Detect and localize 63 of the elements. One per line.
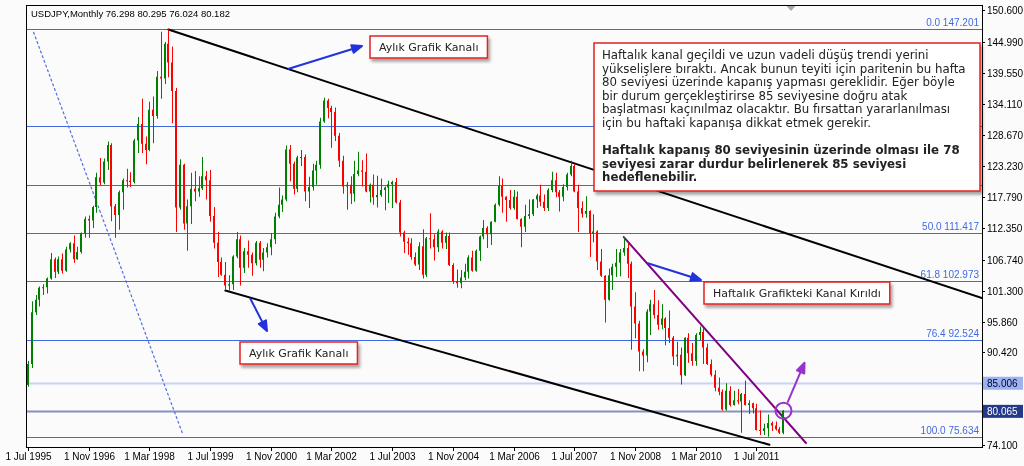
annotation: Aylık Grafik Kanalı (249, 347, 349, 360)
candlestick (699, 326, 701, 341)
y-tick-label: 144.990 (987, 36, 1024, 48)
candlestick (585, 196, 587, 218)
x-tick-label: 1 Jul 1999 (187, 451, 235, 462)
candlestick (247, 240, 249, 268)
x-tick-label: 1 Jul 2007 (551, 451, 599, 462)
candlestick (391, 180, 393, 209)
candlestick (528, 199, 530, 219)
candlestick (88, 215, 90, 238)
y-tick-label: 123.230 (987, 160, 1024, 172)
y-tick-label: 112.350 (987, 222, 1023, 234)
candlestick (376, 175, 378, 208)
x-tick-label: 1 Nov 2000 (245, 451, 298, 462)
candlestick (129, 172, 131, 188)
y-tick-label: 150.600 (987, 4, 1024, 16)
y-tick-label: 139.550 (987, 67, 1024, 79)
y-tick-label: 90.420 (987, 346, 1019, 358)
x-tick-label: 1 Nov 2008 (609, 451, 662, 462)
ref-line-label: 61.8 102.973 (920, 269, 980, 281)
candlestick (42, 284, 44, 296)
candlestick (429, 213, 431, 249)
candlestick (592, 214, 594, 243)
y-tick-label: 128.670 (987, 129, 1024, 141)
ref-line-label: 0.0 147.201 (926, 17, 980, 29)
candlestick (676, 341, 678, 367)
x-tick-label: 1 Jul 2003 (369, 451, 417, 462)
candlestick (361, 160, 363, 187)
y-tick-label: 95.860 (987, 316, 1019, 328)
candlestick (505, 196, 507, 222)
ref-line-label: 50.0 111.417 (922, 221, 980, 233)
x-tick-label: 1 Mar 2010 (671, 451, 723, 462)
x-tick-label: 1 Mar 2002 (306, 451, 358, 462)
y-tick-label: 85.006 (987, 377, 1019, 389)
x-tick-label: 1 Jul 2011 (733, 451, 780, 462)
candlestick (228, 275, 230, 291)
candlestick (205, 171, 207, 200)
x-tick-label: 1 Mar 1998 (124, 451, 176, 462)
candlestick (308, 176, 310, 209)
y-tick-label: 117.790 (987, 191, 1023, 203)
annotation: Haftalık kapanış 80 seviyesinin üzerinde olması ile 78 seviyesi zarar durdur belirlenerek 85 seviyesi hedeflenebilir. (602, 143, 960, 185)
x-tick-label: 1 Jul 1995 (5, 451, 53, 462)
x-tick-label: 1 Mar 2006 (489, 451, 541, 462)
y-tick-label: 134.110 (987, 98, 1023, 110)
candlestick (759, 410, 761, 436)
annotation: Aylık Grafik Kanalı (379, 41, 479, 54)
y-tick-label: 80.065 (987, 405, 1019, 417)
ref-line-label: 76.4 92.524 (926, 328, 980, 340)
candlestick (748, 400, 750, 415)
candlestick (194, 171, 196, 202)
candlestick (160, 31, 162, 99)
chart-title: USDJPY,Monthly 76.298 80.295 76.024 80.182 (31, 8, 230, 19)
annotation: Haftalık kanal geçildi ve uzun vadeli düşüş trendi yerini yükselişlere bıraktı. Ancak bunun teyiti için paritenin bu hafta 80 seviyesi üzerinde kapanış yapması gereklidir. Eğer böyle bir durum gerçekleştirirse 85 seviyesine doğru atak başlatması kaçınılmaz olacaktır. Bu fırsattan yararlanılması için bu haftaki kapanışa dikkat etmek gerekir. (602, 48, 966, 130)
y-tick-label: 101.300 (987, 285, 1024, 297)
y-tick-label: 74.100 (987, 439, 1019, 451)
x-tick-label: 1 Nov 1996 (63, 451, 116, 462)
candlestick (300, 150, 302, 166)
y-tick-label: 106.740 (987, 254, 1024, 266)
candlestick (346, 181, 348, 210)
annotation: Haftalık Grafikteki Kanal Kırıldı (713, 287, 881, 300)
x-tick-label: 1 Nov 2004 (427, 451, 480, 462)
candlestick (126, 168, 128, 188)
ref-line-label: 100.0 75.634 (920, 424, 980, 436)
